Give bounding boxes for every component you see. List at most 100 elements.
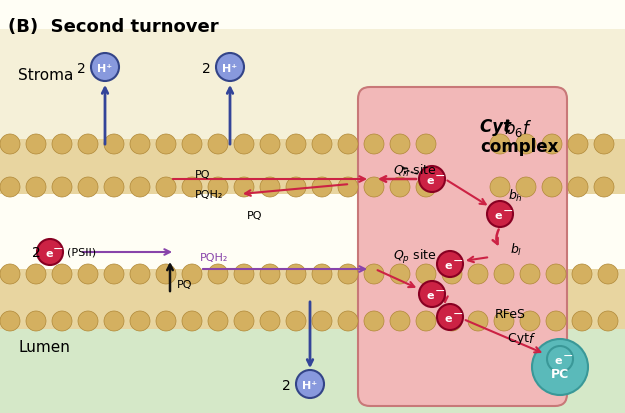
Circle shape: [286, 135, 306, 154]
Text: −: −: [563, 349, 574, 362]
Text: e: e: [445, 260, 452, 271]
Circle shape: [234, 135, 254, 154]
Circle shape: [487, 202, 513, 228]
Text: Stroma: Stroma: [18, 68, 73, 83]
Circle shape: [26, 178, 46, 197]
Circle shape: [0, 264, 20, 284]
Circle shape: [364, 178, 384, 197]
Text: e: e: [427, 176, 434, 185]
Circle shape: [338, 135, 358, 154]
Text: H⁺: H⁺: [302, 380, 318, 390]
Circle shape: [208, 264, 228, 284]
Circle shape: [296, 370, 324, 398]
Circle shape: [416, 264, 436, 284]
Circle shape: [156, 311, 176, 331]
Text: e: e: [445, 313, 452, 323]
Text: PQH₂: PQH₂: [200, 252, 228, 262]
Circle shape: [104, 264, 124, 284]
Text: PC: PC: [551, 368, 569, 380]
Circle shape: [416, 178, 436, 197]
Circle shape: [156, 264, 176, 284]
Text: −: −: [435, 284, 446, 297]
Text: Lumen: Lumen: [18, 339, 70, 354]
Circle shape: [26, 311, 46, 331]
Circle shape: [532, 339, 588, 395]
FancyBboxPatch shape: [0, 269, 625, 329]
Circle shape: [91, 54, 119, 82]
Text: H⁺: H⁺: [98, 64, 112, 74]
Circle shape: [52, 135, 72, 154]
Circle shape: [338, 178, 358, 197]
Circle shape: [338, 264, 358, 284]
Circle shape: [598, 311, 618, 331]
Text: e: e: [45, 248, 53, 259]
Circle shape: [416, 311, 436, 331]
Circle shape: [37, 240, 63, 266]
Circle shape: [130, 264, 150, 284]
Text: PQ: PQ: [177, 279, 192, 289]
Circle shape: [419, 166, 445, 192]
Text: 2: 2: [32, 245, 41, 259]
Circle shape: [78, 311, 98, 331]
Circle shape: [208, 311, 228, 331]
Text: 2: 2: [202, 62, 211, 76]
Text: e: e: [495, 211, 502, 221]
Circle shape: [490, 135, 510, 154]
Text: e: e: [427, 290, 434, 300]
Circle shape: [598, 264, 618, 284]
Circle shape: [312, 135, 332, 154]
Circle shape: [516, 135, 536, 154]
Text: PQH₂: PQH₂: [195, 190, 223, 199]
Circle shape: [338, 311, 358, 331]
Circle shape: [234, 178, 254, 197]
Circle shape: [234, 264, 254, 284]
Circle shape: [468, 264, 488, 284]
Text: $b_l$: $b_l$: [510, 242, 522, 257]
Circle shape: [52, 311, 72, 331]
Circle shape: [520, 311, 540, 331]
Circle shape: [568, 135, 588, 154]
Circle shape: [156, 135, 176, 154]
Text: −: −: [503, 204, 514, 217]
Circle shape: [442, 311, 462, 331]
Circle shape: [286, 311, 306, 331]
Circle shape: [312, 264, 332, 284]
Circle shape: [312, 178, 332, 197]
Circle shape: [390, 135, 410, 154]
Circle shape: [542, 178, 562, 197]
Text: $b_6f$: $b_6f$: [504, 118, 532, 139]
Text: Cyt: Cyt: [508, 331, 533, 344]
Circle shape: [568, 178, 588, 197]
Circle shape: [286, 264, 306, 284]
Text: $Q_n$ site: $Q_n$ site: [393, 163, 437, 179]
Text: $b_h$: $b_h$: [508, 188, 523, 204]
Circle shape: [26, 135, 46, 154]
Circle shape: [437, 304, 463, 330]
Circle shape: [182, 311, 202, 331]
FancyBboxPatch shape: [358, 88, 567, 406]
Circle shape: [494, 264, 514, 284]
Circle shape: [52, 264, 72, 284]
Circle shape: [182, 135, 202, 154]
Text: −: −: [453, 307, 464, 320]
Circle shape: [260, 264, 280, 284]
Circle shape: [26, 264, 46, 284]
Text: 2: 2: [77, 62, 86, 76]
Text: H⁺: H⁺: [222, 64, 238, 74]
Circle shape: [104, 311, 124, 331]
Text: PQ: PQ: [195, 170, 211, 180]
Circle shape: [594, 178, 614, 197]
Circle shape: [78, 178, 98, 197]
Circle shape: [78, 264, 98, 284]
Circle shape: [419, 281, 445, 307]
Circle shape: [78, 135, 98, 154]
FancyBboxPatch shape: [0, 30, 625, 145]
Text: −: −: [453, 254, 464, 267]
Circle shape: [542, 135, 562, 154]
Circle shape: [468, 311, 488, 331]
Text: −: −: [53, 242, 64, 255]
Circle shape: [516, 178, 536, 197]
Circle shape: [490, 178, 510, 197]
Circle shape: [234, 311, 254, 331]
Text: $f$: $f$: [528, 331, 536, 345]
